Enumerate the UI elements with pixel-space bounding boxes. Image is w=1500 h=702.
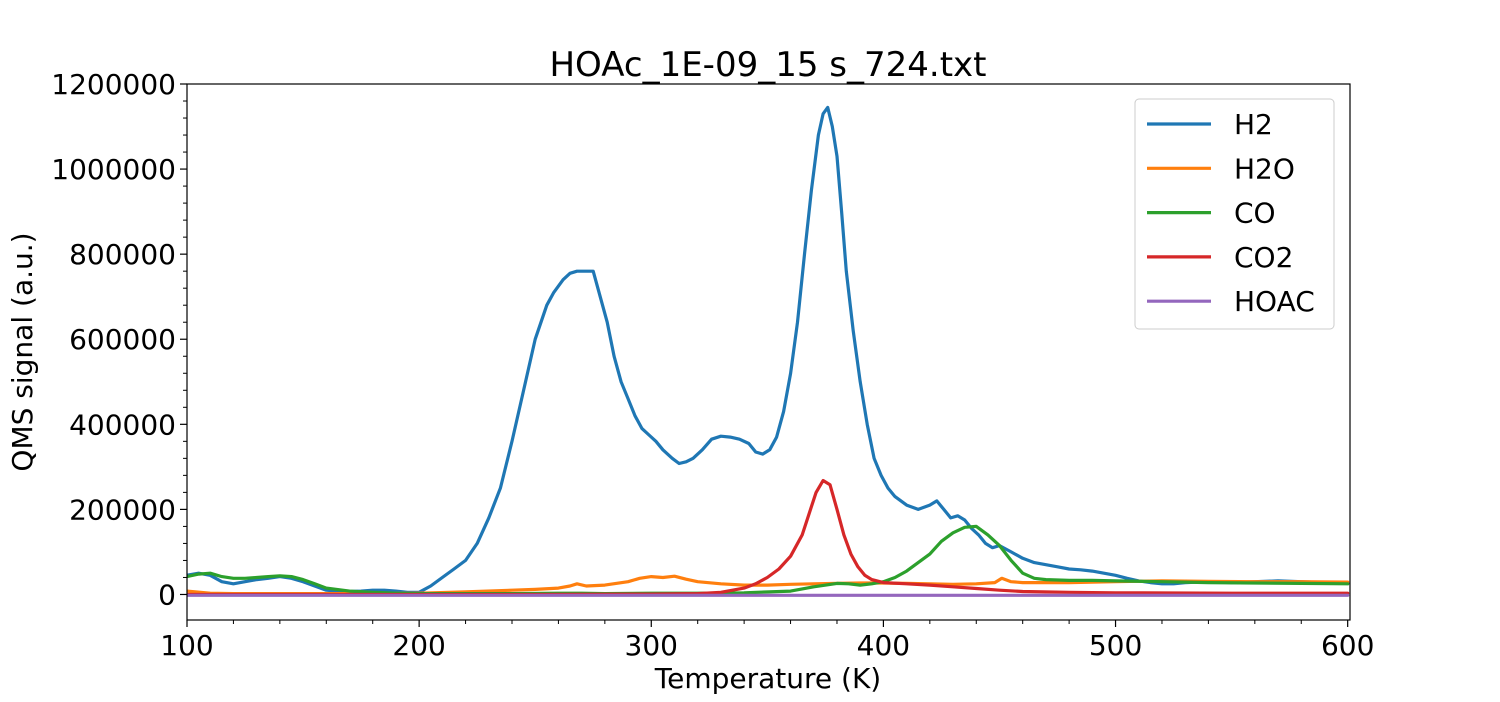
legend-label-co2: CO2 <box>1234 241 1293 274</box>
legend-label-co: CO <box>1234 197 1276 230</box>
y-axis-label: QMS signal (a.u.) <box>6 232 39 471</box>
legend-box <box>1134 98 1335 330</box>
y-tick-label: 800000 <box>69 238 176 271</box>
y-tick-label: 1000000 <box>51 153 176 186</box>
y-tick-label: 0 <box>158 578 176 611</box>
y-tick-label: 400000 <box>69 408 176 441</box>
x-axis: 100 200 300 400 500 600 <box>160 620 1374 662</box>
x-tick-label: 600 <box>1321 629 1374 662</box>
series-line-co <box>187 524 1350 596</box>
legend-label-h2o: H2O <box>1234 152 1295 185</box>
series-line-h2o <box>187 574 1350 596</box>
y-tick-label: 1200000 <box>51 68 176 101</box>
x-axis-label: Temperature (K) <box>654 662 881 695</box>
y-tick-label: 200000 <box>69 493 176 526</box>
chart-title: HOAc_1E-09_15 s_724.txt <box>549 45 986 85</box>
x-tick-label: 200 <box>392 629 445 662</box>
y-tick-label: 600000 <box>69 323 176 356</box>
legend-label-hoac: HOAC <box>1234 285 1315 318</box>
x-tick-label: 300 <box>625 629 678 662</box>
series-layer <box>187 105 1350 597</box>
x-tick-label: 500 <box>1089 629 1142 662</box>
legend-label-h2: H2 <box>1234 108 1273 141</box>
legend: H2 H2O CO CO2 HOAC <box>1134 98 1335 330</box>
x-tick-label: 400 <box>857 629 910 662</box>
plot-frame <box>186 83 1351 621</box>
y-axis: 0 200000 400000 600000 800000 1000000 1200000 <box>51 68 187 611</box>
series-line-co2 <box>187 478 1350 597</box>
x-tick-label: 100 <box>160 629 213 662</box>
